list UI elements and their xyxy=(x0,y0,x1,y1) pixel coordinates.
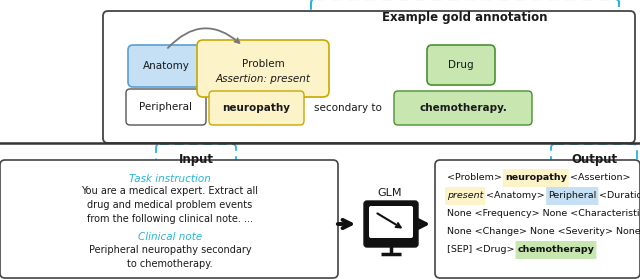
Text: <Problem>: <Problem> xyxy=(447,174,505,182)
FancyBboxPatch shape xyxy=(445,187,485,205)
FancyBboxPatch shape xyxy=(128,45,205,87)
FancyBboxPatch shape xyxy=(369,206,413,238)
Text: Clinical note: Clinical note xyxy=(138,232,202,242)
Text: Peripheral: Peripheral xyxy=(548,191,596,201)
FancyBboxPatch shape xyxy=(0,160,338,278)
Text: <Anatomy>: <Anatomy> xyxy=(483,191,548,201)
Text: Output: Output xyxy=(571,153,617,165)
Text: Anatomy: Anatomy xyxy=(143,61,189,71)
Text: <Assertion>: <Assertion> xyxy=(567,174,630,182)
FancyBboxPatch shape xyxy=(515,241,596,259)
FancyBboxPatch shape xyxy=(503,169,569,187)
Text: Problem: Problem xyxy=(242,59,284,69)
FancyBboxPatch shape xyxy=(551,144,637,174)
FancyBboxPatch shape xyxy=(546,187,598,205)
Text: GLM: GLM xyxy=(378,188,403,198)
Text: present: present xyxy=(447,191,483,201)
Text: chemotherapy: chemotherapy xyxy=(518,246,595,254)
Text: Drug: Drug xyxy=(448,60,474,70)
FancyBboxPatch shape xyxy=(103,11,635,143)
Text: Task instruction: Task instruction xyxy=(129,174,211,184)
FancyBboxPatch shape xyxy=(435,160,640,278)
FancyBboxPatch shape xyxy=(311,0,619,34)
Text: Assertion: present: Assertion: present xyxy=(216,74,310,84)
Text: You are a medical expert. Extract all
drug and medical problem events
from the f: You are a medical expert. Extract all dr… xyxy=(81,186,259,224)
FancyBboxPatch shape xyxy=(364,201,418,247)
Text: Input: Input xyxy=(179,153,214,165)
Text: neuropathy: neuropathy xyxy=(505,174,567,182)
Text: [SEP] <Drug>: [SEP] <Drug> xyxy=(447,246,518,254)
FancyArrowPatch shape xyxy=(168,28,239,48)
Text: None <Change> None <Severity> None: None <Change> None <Severity> None xyxy=(447,227,640,237)
FancyBboxPatch shape xyxy=(126,89,206,125)
Text: secondary to: secondary to xyxy=(314,103,382,113)
Text: <Duration>: <Duration> xyxy=(596,191,640,201)
Text: Example gold annotation: Example gold annotation xyxy=(382,11,548,23)
Text: None <Frequency> None <Characteristics>: None <Frequency> None <Characteristics> xyxy=(447,210,640,218)
Text: Peripheral: Peripheral xyxy=(140,102,193,112)
FancyBboxPatch shape xyxy=(209,91,304,125)
FancyBboxPatch shape xyxy=(156,144,236,174)
FancyBboxPatch shape xyxy=(427,45,495,85)
FancyBboxPatch shape xyxy=(394,91,532,125)
Text: neuropathy: neuropathy xyxy=(222,103,290,113)
FancyBboxPatch shape xyxy=(197,40,329,97)
Text: chemotherapy.: chemotherapy. xyxy=(419,103,507,113)
Text: Peripheral neuropathy secondary
to chemotherapy.: Peripheral neuropathy secondary to chemo… xyxy=(89,245,252,269)
